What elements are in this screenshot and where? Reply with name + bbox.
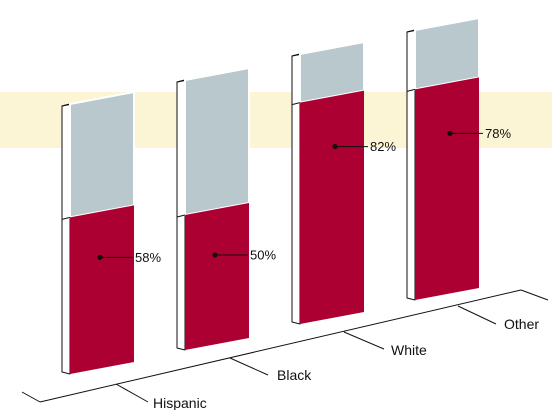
data-label-hispanic: 58% [135, 250, 161, 265]
category-leader-white [343, 331, 385, 350]
bar-side-separator-black [176, 214, 186, 218]
category-leader-other [457, 305, 497, 325]
data-label-other: 78% [485, 126, 511, 141]
category-label-white: White [391, 342, 427, 358]
bar-hispanic: 58% [61, 90, 161, 375]
bar-white: 82% [291, 40, 396, 325]
bar-side-hispanic [61, 103, 71, 375]
bar-segment-value-hispanic [70, 205, 134, 374]
axis-line [39, 289, 522, 403]
category-axis [21, 289, 549, 403]
bar-side-white [291, 53, 301, 325]
bar-black: 50% [176, 66, 276, 351]
bar-segment-rest-black [184, 66, 250, 217]
axis-tick [520, 289, 549, 301]
axis-tick [21, 391, 41, 403]
bar-side-other [406, 29, 416, 301]
bar-side-separator-white [291, 102, 301, 106]
bar-segment-value-other [415, 77, 479, 301]
bar-segment-value-white [300, 90, 364, 324]
category-label-other: Other [504, 316, 539, 332]
category-leader-black [229, 357, 269, 376]
data-label-white: 82% [370, 139, 396, 154]
bar-segment-value-black [185, 203, 249, 350]
bar-segment-rest-hispanic [69, 90, 135, 219]
category-leader-hispanic [115, 383, 149, 403]
category-label-hispanic: Hispanic [153, 395, 207, 410]
category-label-black: Black [277, 367, 312, 383]
data-label-black: 50% [250, 248, 276, 263]
bar-side-separator-other [406, 88, 416, 92]
bar-segment-rest-other [414, 16, 480, 91]
bars: 58% 50% 82% 78% [61, 16, 511, 375]
bar-side-separator-hispanic [61, 216, 71, 220]
bar-other: 78% [406, 16, 511, 301]
